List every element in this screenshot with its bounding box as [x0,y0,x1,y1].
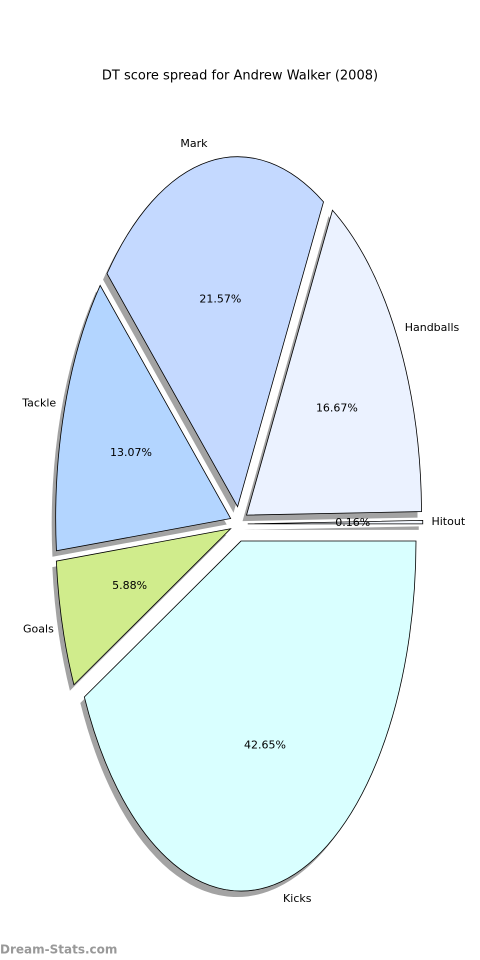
chart-title: DT score spread for Andrew Walker (2008) [102,69,378,84]
value-label: 13.07% [110,446,152,459]
wedge [106,156,324,508]
value-label: 5.88% [112,579,147,592]
wedge [247,519,424,525]
wedge [246,209,422,516]
wedge [55,528,232,686]
value-label: 21.57% [199,293,241,306]
wedge [83,540,417,892]
value-label: 0.16% [335,516,370,529]
value-label: 42.65% [244,738,286,751]
slice-label: Goals [23,622,54,635]
value-label: 16.67% [316,401,358,414]
wedge-shadow [243,526,419,530]
watermark: Dream-Stats.com [0,943,117,957]
slice-label: Tackle [21,397,56,410]
slice-label: Handballs [405,321,460,334]
slice-label: Mark [180,137,208,150]
slice-label: Hitout [431,515,465,528]
wedge [55,284,232,552]
slice-label: Kicks [283,892,312,905]
